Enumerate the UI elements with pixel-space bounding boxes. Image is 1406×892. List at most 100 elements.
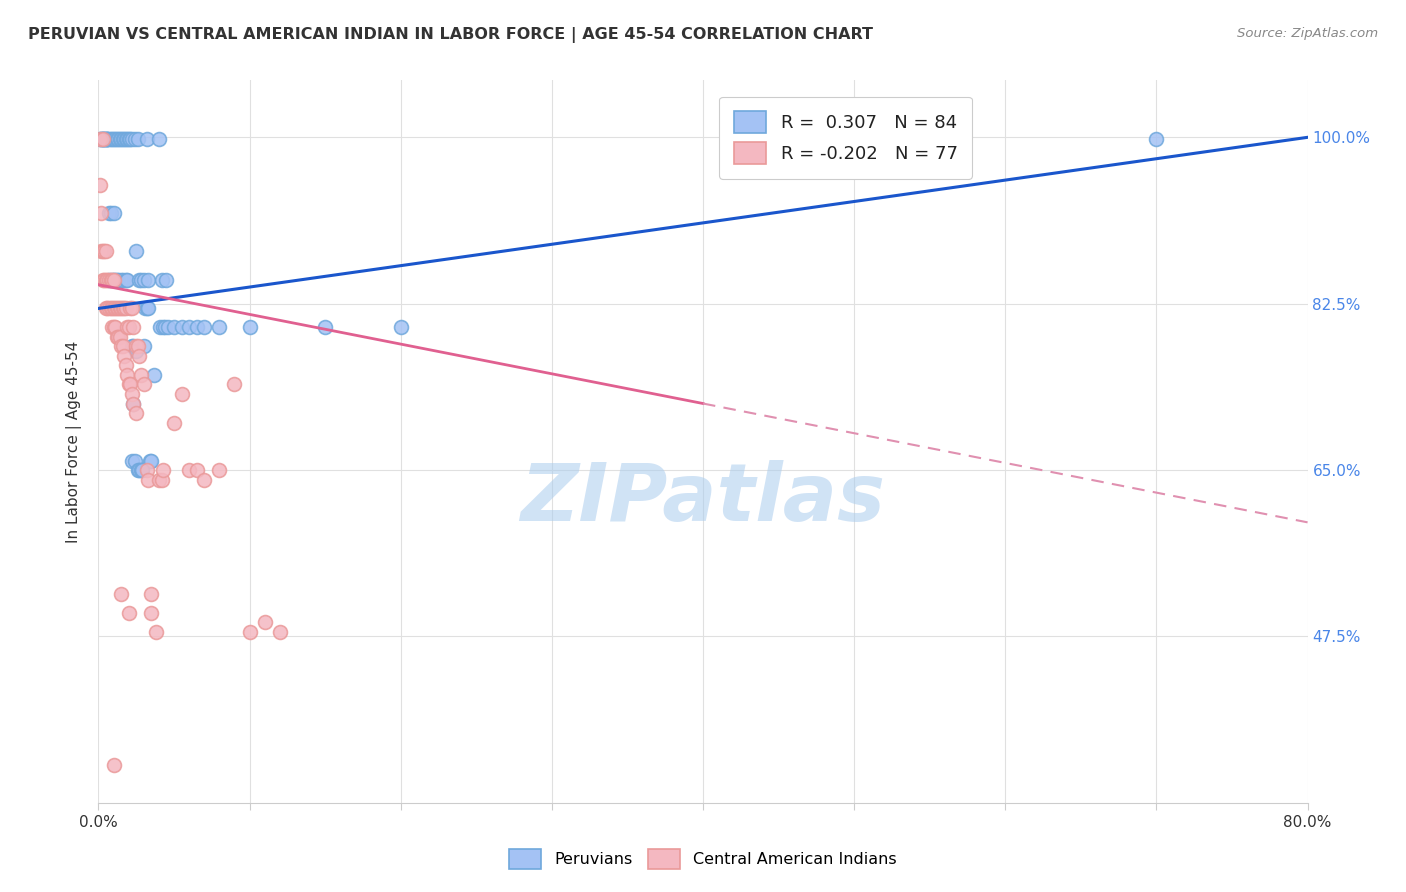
- Point: [118, 606, 141, 620]
- Text: PERUVIAN VS CENTRAL AMERICAN INDIAN IN LABOR FORCE | AGE 45-54 CORRELATION CHART: PERUVIAN VS CENTRAL AMERICAN INDIAN IN L…: [28, 27, 873, 43]
- Point: [152, 320, 174, 334]
- Point: [120, 132, 142, 146]
- Point: [155, 273, 177, 287]
- Point: [121, 301, 143, 316]
- Point: [94, 301, 117, 316]
- Point: [96, 273, 118, 287]
- Point: [96, 301, 118, 316]
- Point: [149, 320, 172, 334]
- Point: [107, 330, 129, 344]
- Point: [124, 453, 146, 467]
- Point: [105, 273, 128, 287]
- Point: [129, 463, 152, 477]
- Point: [110, 132, 132, 146]
- Point: [170, 387, 193, 401]
- Point: [93, 244, 115, 259]
- Point: [132, 377, 155, 392]
- Point: [100, 301, 122, 316]
- Point: [186, 463, 208, 477]
- Point: [224, 377, 246, 392]
- Point: [91, 132, 114, 146]
- Point: [125, 344, 148, 359]
- Point: [136, 273, 159, 287]
- Point: [107, 132, 129, 146]
- Point: [115, 368, 138, 382]
- Point: [91, 273, 114, 287]
- Point: [110, 339, 132, 353]
- Point: [90, 132, 112, 146]
- Point: [125, 339, 148, 353]
- Point: [101, 301, 124, 316]
- Point: [127, 463, 149, 477]
- Point: [131, 463, 153, 477]
- Point: [110, 273, 132, 287]
- Point: [118, 377, 141, 392]
- Point: [150, 273, 173, 287]
- Point: [108, 132, 131, 146]
- Point: [107, 273, 129, 287]
- Point: [103, 132, 125, 146]
- Point: [122, 396, 145, 410]
- Point: [114, 301, 136, 316]
- Point: [141, 587, 163, 601]
- Point: [122, 396, 145, 410]
- Point: [129, 273, 152, 287]
- Point: [156, 320, 179, 334]
- Point: [93, 132, 115, 146]
- Point: [163, 320, 186, 334]
- Point: [94, 132, 117, 146]
- Point: [112, 301, 135, 316]
- Point: [98, 273, 121, 287]
- Point: [112, 132, 135, 146]
- Point: [132, 339, 155, 353]
- Point: [103, 320, 125, 334]
- Point: [1144, 132, 1167, 146]
- Point: [115, 273, 138, 287]
- Point: [89, 132, 111, 146]
- Point: [101, 132, 124, 146]
- Point: [148, 473, 170, 487]
- Point: [103, 273, 125, 287]
- Point: [114, 273, 136, 287]
- Point: [145, 624, 167, 639]
- Point: [253, 615, 276, 630]
- Legend: R =  0.307   N = 84, R = -0.202   N = 77: R = 0.307 N = 84, R = -0.202 N = 77: [720, 96, 972, 178]
- Point: [104, 320, 127, 334]
- Point: [128, 349, 150, 363]
- Point: [98, 206, 121, 220]
- Point: [110, 301, 132, 316]
- Point: [153, 320, 176, 334]
- Point: [314, 320, 336, 334]
- Point: [101, 320, 124, 334]
- Point: [114, 132, 136, 146]
- Point: [111, 301, 134, 316]
- Point: [111, 132, 134, 146]
- Point: [96, 132, 118, 146]
- Point: [105, 330, 128, 344]
- Point: [141, 606, 163, 620]
- Point: [208, 463, 231, 477]
- Point: [118, 320, 141, 334]
- Point: [124, 132, 146, 146]
- Point: [103, 206, 125, 220]
- Point: [101, 273, 124, 287]
- Point: [108, 330, 131, 344]
- Point: [111, 273, 134, 287]
- Point: [121, 132, 143, 146]
- Point: [104, 273, 127, 287]
- Point: [125, 244, 148, 259]
- Point: [128, 273, 150, 287]
- Point: [186, 320, 208, 334]
- Point: [115, 132, 138, 146]
- Point: [94, 273, 117, 287]
- Point: [122, 339, 145, 353]
- Point: [100, 132, 122, 146]
- Point: [94, 132, 117, 146]
- Point: [136, 301, 159, 316]
- Point: [389, 320, 412, 334]
- Point: [170, 320, 193, 334]
- Point: [208, 320, 231, 334]
- Point: [90, 244, 112, 259]
- Point: [163, 416, 186, 430]
- Point: [148, 132, 170, 146]
